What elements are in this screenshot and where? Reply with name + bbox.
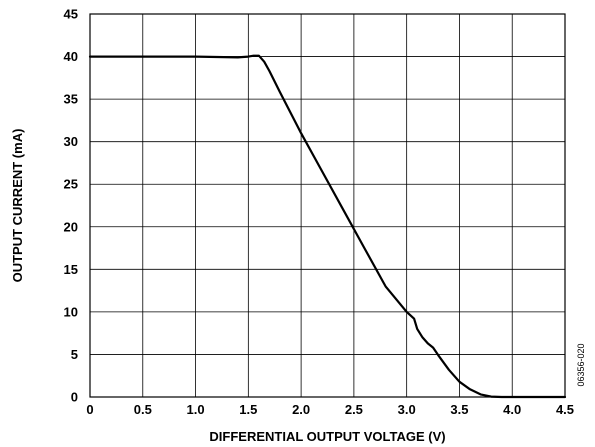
plot-frame (89, 13, 566, 398)
x-tick-labels: 0 0.5 1.0 1.5 2.0 2.5 3.0 3.5 4.0 4.5 (86, 402, 574, 417)
y-tick-labels: 0 5 10 15 20 25 30 35 40 45 (64, 7, 78, 405)
y-tick-label: 25 (64, 177, 78, 192)
y-tick-label: 15 (64, 262, 78, 277)
x-tick-label: 4.5 (556, 402, 574, 417)
y-tick-label: 0 (71, 390, 78, 405)
y-tick-label: 35 (64, 92, 78, 107)
x-tick-label: 3.5 (450, 402, 468, 417)
y-tick-label: 20 (64, 219, 78, 234)
x-tick-label: 3.0 (398, 402, 416, 417)
x-tick-label: 1.5 (239, 402, 257, 417)
x-axis-title: DIFFERENTIAL OUTPUT VOLTAGE (V) (209, 429, 445, 444)
y-tick-label: 5 (71, 347, 78, 362)
y-tick-label: 10 (64, 304, 78, 319)
x-tick-label: 1.0 (187, 402, 205, 417)
series-group (88, 54, 567, 399)
x-tick-label: 4.0 (503, 402, 521, 417)
y-tick-label: 45 (64, 7, 78, 22)
figure-id: 06356-020 (576, 343, 586, 386)
x-tick-label: 2.5 (345, 402, 363, 417)
x-tick-label: 0 (86, 402, 93, 417)
x-tick-label: 2.0 (292, 402, 310, 417)
series-line-0 (88, 54, 567, 399)
grid (89, 13, 566, 398)
y-tick-label: 40 (64, 49, 78, 64)
y-tick-label: 30 (64, 134, 78, 149)
y-axis-title: OUTPUT CURRENT (mA) (10, 129, 25, 283)
x-tick-label: 0.5 (134, 402, 152, 417)
